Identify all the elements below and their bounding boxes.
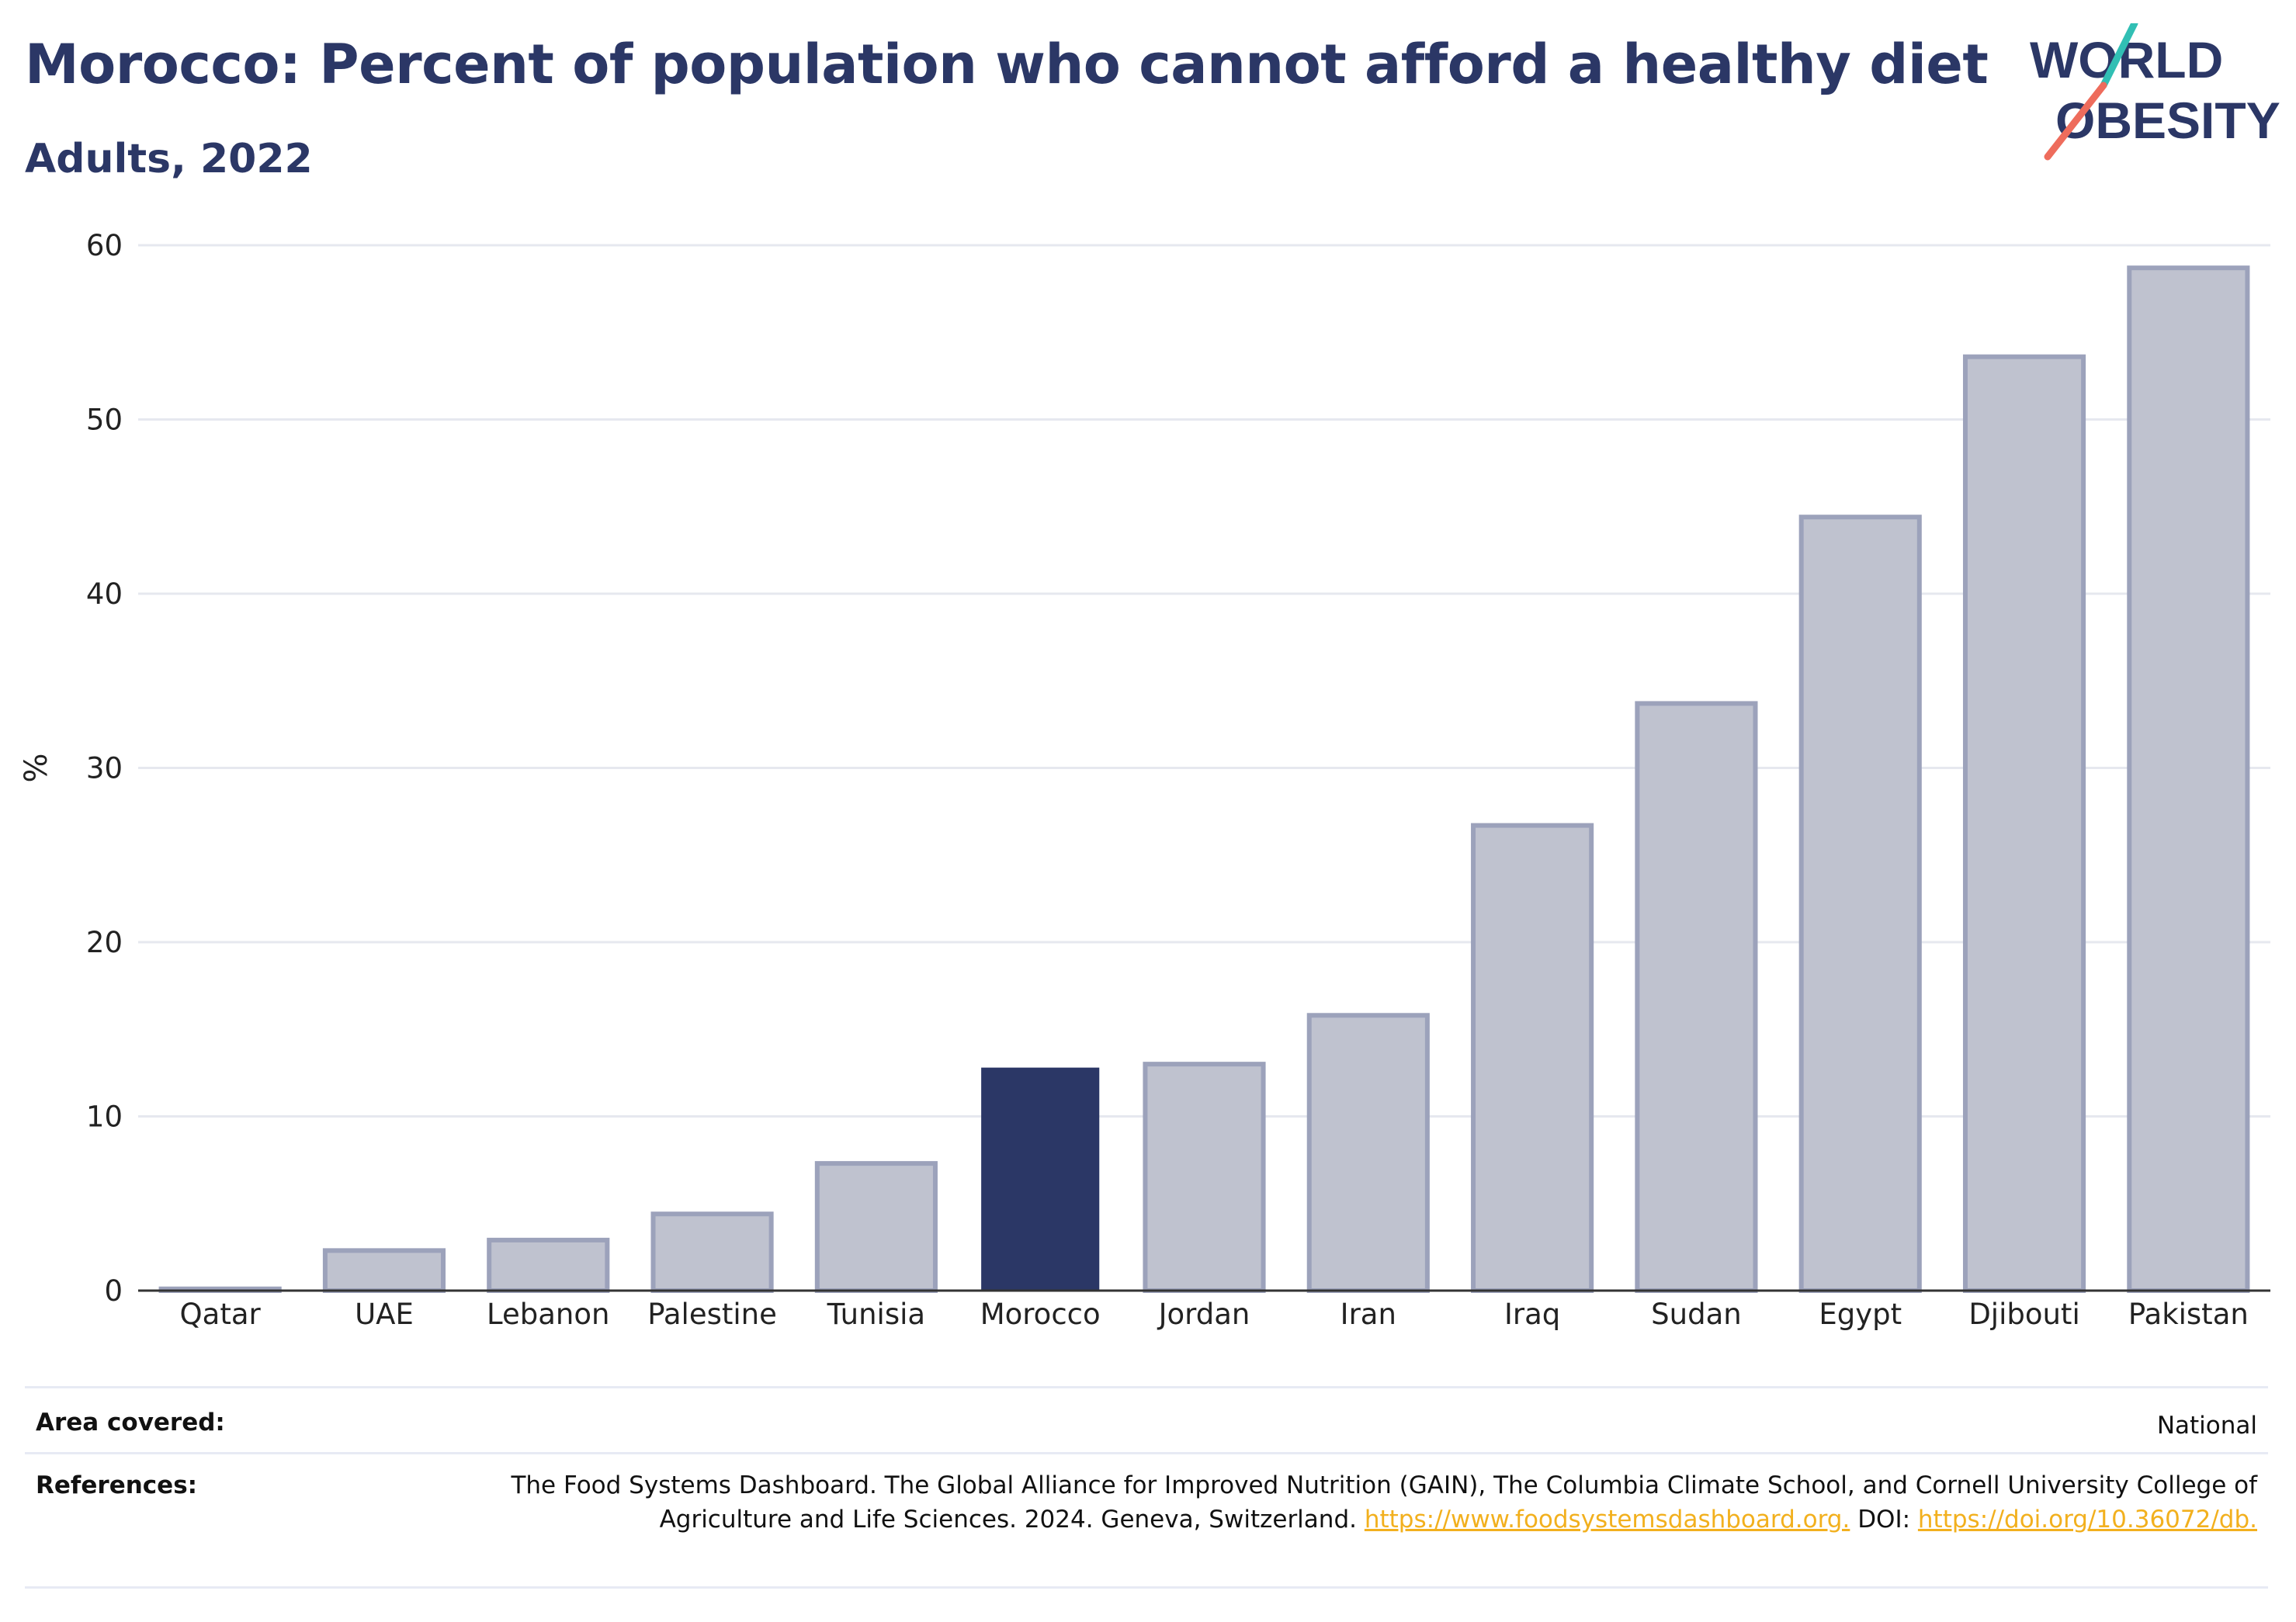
x-tick-label-jordan: Jordan	[1157, 1298, 1250, 1331]
gridlines	[138, 244, 2270, 1118]
x-tick-label-morocco: Morocco	[980, 1298, 1101, 1331]
y-axis-label: %	[19, 753, 54, 782]
y-tick-label: 10	[86, 1100, 123, 1134]
bar-djibouti[interactable]	[1962, 354, 2086, 1293]
doi-label: DOI:	[1857, 1506, 1911, 1534]
bar-iran[interactable]	[1306, 1013, 1430, 1294]
bars	[158, 265, 2250, 1294]
bar-pakistan[interactable]	[2127, 265, 2250, 1293]
x-tick-label-iraq: Iraq	[1504, 1298, 1560, 1331]
x-tick-label-pakistan: Pakistan	[2128, 1298, 2249, 1331]
logo-teal-slash	[2100, 23, 2138, 89]
references-label: References:	[36, 1471, 198, 1499]
x-tick-label-qatar: Qatar	[180, 1298, 262, 1331]
chart-title: Morocco: Percent of population who canno…	[25, 33, 1989, 96]
chart-subtitle: Adults, 2022	[25, 136, 313, 182]
x-tick-label-djibouti: Djibouti	[1968, 1298, 2079, 1331]
bar-palestine[interactable]	[650, 1211, 774, 1293]
references-text: The Food Systems Dashboard. The Global A…	[25, 1454, 2268, 1537]
bar-jordan[interactable]	[1143, 1062, 1266, 1294]
x-tick-label-egypt: Egypt	[1819, 1298, 1902, 1331]
y-tick-label: 40	[86, 577, 123, 611]
area-covered-label: Area covered:	[36, 1409, 225, 1437]
x-tick-label-tunisia: Tunisia	[827, 1298, 925, 1331]
y-tick-label: 0	[104, 1274, 123, 1308]
bar-morocco[interactable]	[981, 1067, 1100, 1291]
y-axis-ticks: 0 10 20 30 40 50 60	[86, 229, 123, 1308]
x-tick-label-palestine: Palestine	[647, 1298, 777, 1331]
y-tick-label: 30	[86, 752, 123, 785]
area-covered-value: National	[2156, 1412, 2257, 1440]
chart-footer: Area covered: National References: The F…	[25, 1386, 2268, 1589]
world-obesity-logo: WORLD OBESITY	[2030, 23, 2280, 161]
bar-lebanon[interactable]	[487, 1237, 610, 1294]
y-tick-label: 50	[86, 404, 123, 437]
y-tick-label: 20	[86, 926, 123, 959]
x-tick-label-uae: UAE	[355, 1298, 414, 1331]
references-row: References: The Food Systems Dashboard. …	[25, 1452, 2268, 1589]
dashboard-link[interactable]: https://www.foodsystemsdashboard.org.	[1364, 1506, 1850, 1534]
bar-sudan[interactable]	[1635, 701, 1758, 1293]
bar-tunisia[interactable]	[814, 1161, 938, 1293]
bar-uae[interactable]	[322, 1248, 446, 1293]
x-tick-label-lebanon: Lebanon	[487, 1298, 609, 1331]
y-tick-label: 60	[86, 229, 123, 262]
x-tick-label-iran: Iran	[1340, 1298, 1396, 1331]
logo-coral-slash	[2044, 81, 2107, 161]
x-tick-label-sudan: Sudan	[1651, 1298, 1742, 1331]
x-axis-category-labels: Qatar UAE Lebanon Palestine Tunisia Morocco Jo…	[180, 1298, 2249, 1331]
bar-egypt[interactable]	[1798, 515, 1922, 1293]
bar-iraq[interactable]	[1471, 823, 1594, 1293]
references-citation: The Food Systems Dashboard. The Global A…	[511, 1471, 2257, 1534]
doi-link[interactable]: https://doi.org/10.36072/db.	[1917, 1506, 2257, 1534]
bar-chart: 0 10 20 30 40 50 60 Qatar UAE Lebanon Palestine Tu…	[19, 229, 2270, 1331]
area-covered-row: Area covered: National	[25, 1386, 2268, 1452]
